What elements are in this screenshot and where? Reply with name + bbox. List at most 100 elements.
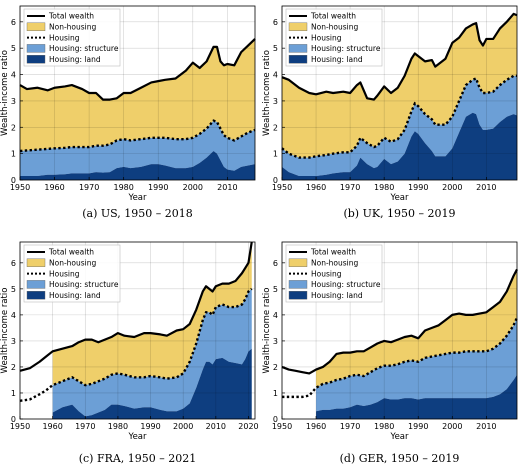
area-housing-land <box>52 348 252 419</box>
x-tick-label: 1980 <box>374 422 394 431</box>
legend-label: Non-housing <box>311 23 358 32</box>
x-tick-label: 1950 <box>272 183 292 192</box>
y-axis-label: Wealth-income ratio <box>262 50 272 136</box>
y-axis-label: Wealth-income ratio <box>0 288 10 374</box>
line-total-wealth <box>281 268 518 375</box>
x-tick-label: 2000 <box>183 183 203 192</box>
y-tick-label: 2 <box>11 123 16 132</box>
legend-label: Non-housing <box>49 23 96 32</box>
legend-swatch-area <box>26 44 46 53</box>
x-tick-label: 2000 <box>173 422 193 431</box>
y-tick-label: 4 <box>11 71 16 80</box>
line-total-wealth <box>19 38 256 101</box>
legend-label: Total wealth <box>48 12 94 21</box>
x-tick-label: 2010 <box>476 183 496 192</box>
chart-panel-us: 1950 1960 1970 1980 1990 2000 2010 0 1 2 3 4 5 6 Year W… <box>0 5 256 220</box>
area-housing-structure <box>20 120 255 177</box>
area-housing-land <box>20 151 255 180</box>
legend-label: Housing: structure <box>49 280 119 289</box>
legend-swatch-area <box>288 22 308 31</box>
x-tick-label: 1960 <box>44 183 64 192</box>
legend-label: Total wealth <box>310 12 356 21</box>
legend-label: Housing: structure <box>311 280 381 289</box>
chart-panel-uk: 1950 1960 1970 1980 1990 2000 2010 0 1 2 3 4 5 6 Year W… <box>262 5 518 220</box>
area-housing-structure <box>52 288 252 417</box>
legend-swatch-area <box>26 55 46 64</box>
legend-label: Housing: structure <box>49 44 119 53</box>
x-tick-label: 2020 <box>238 422 258 431</box>
y-tick-label: 3 <box>273 337 278 346</box>
x-tick-label: 1990 <box>148 183 168 192</box>
y-tick-label: 0 <box>11 176 16 185</box>
y-tick-label: 2 <box>11 363 16 372</box>
legend-swatch-area <box>288 44 308 53</box>
legend-swatch-area <box>26 280 46 289</box>
y-tick-label: 1 <box>11 389 16 398</box>
legend-swatch-area <box>26 291 46 300</box>
legend-swatch-area <box>26 22 46 31</box>
x-tick-label: 1970 <box>79 183 99 192</box>
x-tick-label: 1990 <box>408 422 428 431</box>
y-tick-label: 2 <box>273 363 278 372</box>
y-tick-label: 3 <box>11 97 16 106</box>
x-axis-label: Year <box>128 432 148 442</box>
y-tick-label: 1 <box>273 389 278 398</box>
y-tick-label: 3 <box>273 97 278 106</box>
x-axis-label: Year <box>390 193 410 203</box>
x-tick-label: 1950 <box>10 422 30 431</box>
x-tick-label: 1980 <box>113 183 133 192</box>
x-tick-label: 1980 <box>374 183 394 192</box>
panel-caption: (a) US, 1950 – 2018 <box>82 207 193 220</box>
area-non-housing <box>52 242 252 386</box>
y-tick-label: 6 <box>273 259 278 268</box>
axes-frame <box>281 5 518 181</box>
area-housing-land <box>282 112 517 180</box>
y-axis-label: Wealth-income ratio <box>262 288 272 374</box>
x-tick-label: 1970 <box>340 422 360 431</box>
x-tick-label: 1960 <box>306 183 326 192</box>
legend-label: Total wealth <box>310 248 356 257</box>
y-tick-label: 0 <box>273 415 278 424</box>
y-tick-label: 4 <box>273 311 278 320</box>
legend-label: Housing <box>49 33 80 42</box>
y-tick-label: 6 <box>273 18 278 27</box>
legend-label: Non-housing <box>311 259 358 268</box>
area-housing-structure <box>282 75 517 177</box>
area-non-housing <box>20 38 255 152</box>
y-tick-label: 5 <box>11 285 16 294</box>
area-housing-structure <box>316 317 517 412</box>
line-housing <box>19 119 256 153</box>
legend-swatch-area <box>288 291 308 300</box>
panel-caption: (c) FRA, 1950 – 2021 <box>79 452 197 465</box>
chart-panel-fra: 1950 1960 1970 1980 1990 2000 2010 2020 0 1 2 3 4 5 6 Y… <box>0 241 259 465</box>
y-tick-label: 1 <box>273 150 278 159</box>
y-axis-label: Wealth-income ratio <box>0 50 10 136</box>
y-tick-label: 1 <box>11 150 16 159</box>
line-housing <box>281 74 517 159</box>
x-tick-label: 1960 <box>306 422 326 431</box>
legend-label: Housing: structure <box>311 44 381 53</box>
y-tick-label: 4 <box>273 71 278 80</box>
x-tick-label: 2010 <box>206 422 226 431</box>
legend-label: Housing: land <box>49 55 101 64</box>
x-tick-label: 1950 <box>272 422 292 431</box>
line-housing <box>282 317 519 399</box>
legend-swatch-area <box>26 258 46 267</box>
line-total-wealth <box>19 241 253 372</box>
legend-label: Housing <box>311 33 342 42</box>
legend-label: Total wealth <box>48 248 94 257</box>
legend-swatch-area <box>288 55 308 64</box>
y-tick-label: 3 <box>11 337 16 346</box>
x-axis-label: Year <box>390 432 410 442</box>
y-tick-label: 6 <box>11 18 16 27</box>
y-tick-label: 6 <box>11 259 16 268</box>
y-tick-label: 5 <box>273 44 278 53</box>
line-housing <box>19 287 253 402</box>
x-tick-label: 1990 <box>408 183 428 192</box>
axes-frame <box>281 241 518 420</box>
legend-label: Housing: land <box>311 291 363 300</box>
